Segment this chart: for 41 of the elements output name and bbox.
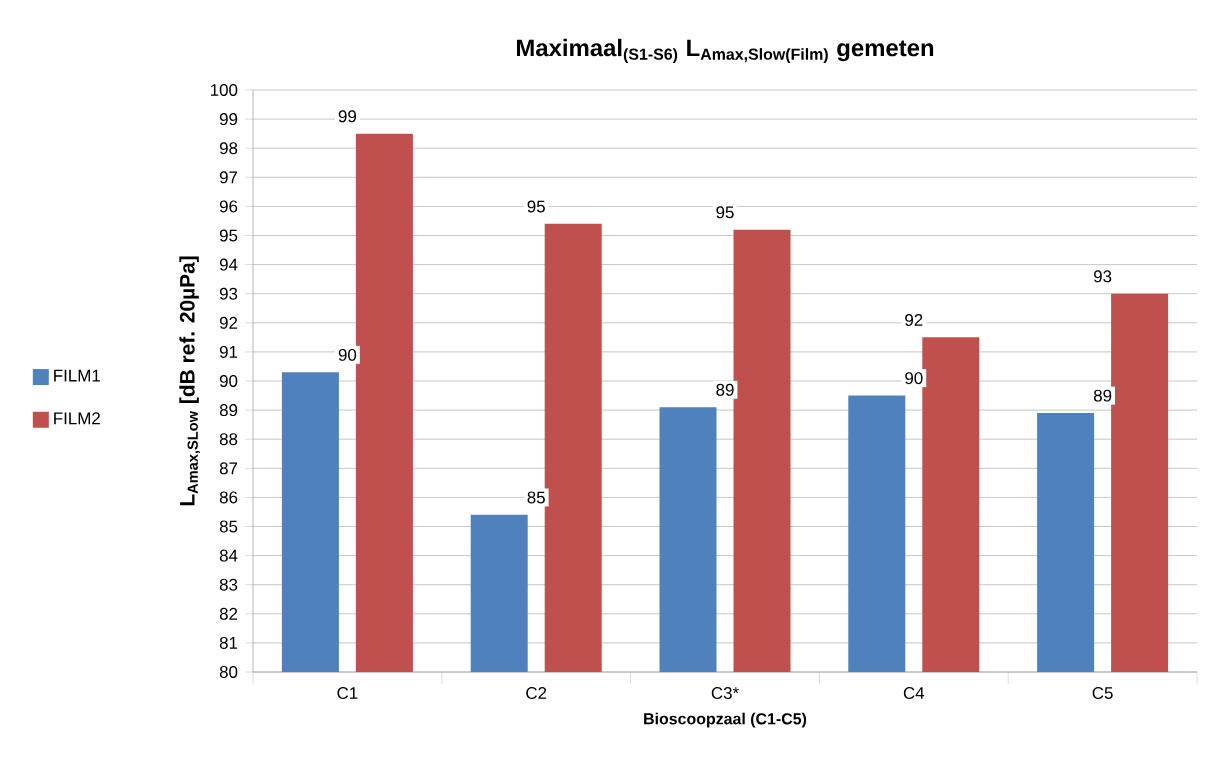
y-tick-label: 97: [219, 171, 238, 184]
y-tick-label: 95: [219, 229, 238, 242]
y-tick-label: 86: [219, 491, 238, 504]
y-tick-label: 93: [219, 287, 238, 300]
data-label: 99: [338, 110, 357, 123]
legend-label: FILM1: [54, 369, 100, 382]
data-label: 95: [527, 200, 545, 213]
y-tick-label: 99: [219, 113, 238, 126]
x-tick-label: C3*: [711, 687, 739, 700]
x-axis-title: Bioscoopzaal (C1-C5): [644, 712, 807, 728]
data-label: 92: [905, 313, 923, 326]
y-tick-label: 98: [219, 142, 238, 155]
y-axis-title: L$_{Amax,SLow}$ [dB ref. 20µPa]: [179, 256, 201, 506]
data-label: 89: [1093, 389, 1112, 402]
y-tick-label: 81: [219, 636, 238, 649]
y-tick-label: 90: [219, 375, 238, 387]
data-label: 90: [905, 372, 923, 385]
chart-title: $\textbf{Maximaal}_{\textbf{(S1-S6)}}\ \textbf{L}_{\textbf{Amax,Slow(Film)}}\ \textbf{gemeten}$: [516, 38, 934, 63]
y-tick-label: 85: [219, 520, 238, 533]
x-tick-label: C1: [337, 687, 358, 700]
y-tick-label: 96: [219, 200, 238, 213]
y-tick-label: 88: [219, 433, 238, 446]
data-label: 95: [716, 206, 734, 219]
y-tick-label: 100: [210, 84, 238, 96]
x-tick-label: C4: [903, 687, 925, 700]
y-tick-label: 92: [219, 316, 238, 329]
data-label: 89: [716, 383, 734, 396]
y-tick-label: 87: [219, 462, 238, 475]
data-label: 93: [1093, 270, 1112, 283]
data-label: 85: [527, 491, 545, 504]
y-tick-label: 94: [219, 258, 238, 271]
x-tick-label: C2: [526, 687, 547, 700]
y-tick-label: 83: [219, 578, 238, 591]
y-tick-label: 91: [219, 345, 238, 358]
data-label: 90: [338, 348, 357, 361]
y-tick-label: 82: [219, 607, 238, 620]
legend-label: FILM2: [54, 412, 100, 425]
y-tick-label: 80: [219, 666, 238, 678]
y-tick-label: 89: [219, 404, 238, 417]
x-tick-label: C5: [1092, 687, 1113, 700]
y-tick-label: 84: [219, 549, 238, 562]
